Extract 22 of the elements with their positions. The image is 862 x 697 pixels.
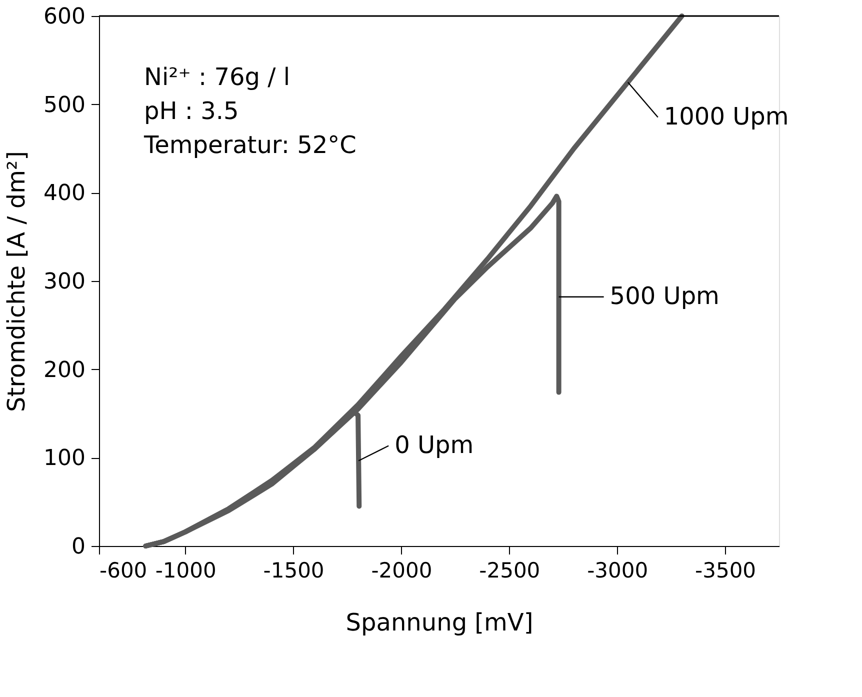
- x-tick-label: -2500: [479, 558, 540, 582]
- y-tick-label: 500: [44, 92, 86, 118]
- x-tick-label: -3000: [587, 558, 648, 582]
- series-label: 1000 Upm: [664, 102, 789, 130]
- series-label: 0 Upm: [394, 430, 474, 459]
- x-tick-label: -1500: [263, 558, 324, 582]
- y-tick-label: 200: [44, 358, 86, 383]
- x-tick-label: -3500: [695, 558, 756, 582]
- annotation: Ni²⁺ : 76g / l: [144, 63, 290, 91]
- annotation: pH : 3.5: [144, 97, 239, 125]
- x-tick-label: -1000: [155, 558, 216, 582]
- y-axis-title: Stromdichte [A / dm²]: [2, 151, 31, 412]
- x-axis-title: Spannung [mV]: [346, 608, 534, 636]
- y-tick-label: 300: [44, 270, 86, 294]
- text: 500 Upm: [610, 282, 720, 310]
- x-tick-label: -600: [100, 558, 148, 582]
- y-tick-label: 600: [44, 4, 86, 30]
- y-tick-label: 100: [44, 446, 86, 472]
- y-tick-label: 400: [44, 181, 86, 206]
- y-tick-label: 0: [72, 534, 86, 560]
- annotation: Temperatur: 52°C: [143, 131, 356, 159]
- x-tick-label: -2000: [371, 558, 432, 582]
